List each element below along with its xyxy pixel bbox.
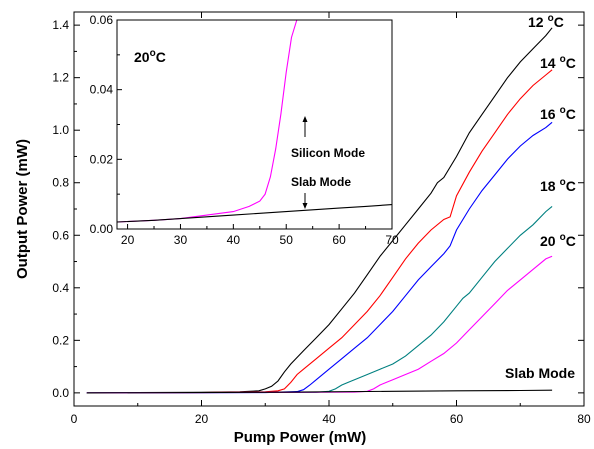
series-label-text: 16 [540,106,556,122]
series-label-text: 12 [528,14,544,30]
y-tick-label: 0.2 [52,333,69,347]
y-axis-title: Output Power (mW) [14,139,31,279]
series-label: 12 oC [528,13,564,30]
series-label-unit: C [566,106,576,122]
y-tick-label: 0.0 [52,386,69,400]
inset-x-tick-label: 40 [227,233,241,247]
x-tick-label: 20 [195,412,209,426]
inset-title-value: 20 [134,49,150,65]
series-label-degree: o [560,177,566,188]
series-label-text: 18 [540,178,556,194]
x-tick-label: 0 [71,412,78,426]
inset-x-tick-label: 50 [280,233,294,247]
y-tick-label: 0.8 [52,176,69,190]
series-label: 18 oC [540,177,576,194]
series-label-unit: C [566,55,576,71]
inset-series [116,19,393,223]
series-label-unit: C [566,233,576,249]
y-tick-label: 1.2 [52,71,69,85]
y-tick-label: 1.4 [52,18,69,32]
arrow-up-icon [302,116,308,137]
series-label-degree: o [560,105,566,116]
inset-title: 20oC [134,48,166,65]
series-label-text: Slab Mode [505,365,575,381]
arrow-down-icon [302,193,308,209]
inset-title-degree: o [150,48,156,59]
inset-y-tick-label: 0.04 [90,83,114,97]
series-line-12-c [86,27,553,394]
series-line-16-c [86,121,553,394]
main-chart: 0 20 40 60 800.00.20.40.60.81.01.21.4 12 oC14… [14,11,591,446]
series-label: Slab Mode [505,365,575,381]
series-label-unit: C [566,178,576,194]
series-label-degree: o [560,232,566,243]
inset-chart: 20 30 40 50 60 700.000.020.040.06 20oC Silico… [90,13,399,247]
inset-annotation-silicon-mode: Silicon Mode [291,146,365,160]
y-tick-label: 0.6 [52,228,69,242]
series-label: 16 oC [540,105,576,122]
series-label-degree: o [560,54,566,65]
y-tick-label: 1.0 [52,123,69,137]
series-label: 20 oC [540,232,576,249]
inset-background [117,20,392,229]
inset-title-unit: C [156,49,166,65]
x-tick-label: 80 [577,412,591,426]
x-tick-label: 40 [322,412,336,426]
inset-x-tick-label: 20 [121,233,135,247]
inset-ticks: 20 30 40 50 60 70 0.00 0.02 0.04 0.06 [90,13,399,247]
series-line-14-c [86,69,553,394]
inset-y-tick-label: 0.00 [90,222,114,236]
series-line-20-c [86,255,553,394]
series-label: 14 oC [540,54,576,71]
inset-annotation-slab-mode: Slab Mode [291,175,351,189]
inset-series-line-slab-mode [116,204,393,223]
series-label-degree: o [548,13,554,24]
inset-y-tick-label: 0.06 [90,13,114,27]
series-label-text: 14 [540,55,556,71]
x-tick-label: 60 [450,412,464,426]
main-series [86,27,553,394]
main-ticks: 0 20 40 60 80 0.0 0.2 0.4 0.6 0.8 1.0 1.2 1.4 [52,12,591,426]
series-label-unit: C [554,14,564,30]
series-label-text: 20 [540,233,556,249]
x-axis-title: Pump Power (mW) [234,429,367,446]
inset-x-tick-label: 60 [332,233,346,247]
y-tick-label: 0.4 [52,281,69,295]
series-line-18-c [86,205,553,394]
inset-y-tick-label: 0.02 [90,152,114,166]
inset-x-tick-label: 70 [385,233,399,247]
inset-x-tick-label: 30 [174,233,188,247]
series-line-slab-mode [86,389,553,394]
